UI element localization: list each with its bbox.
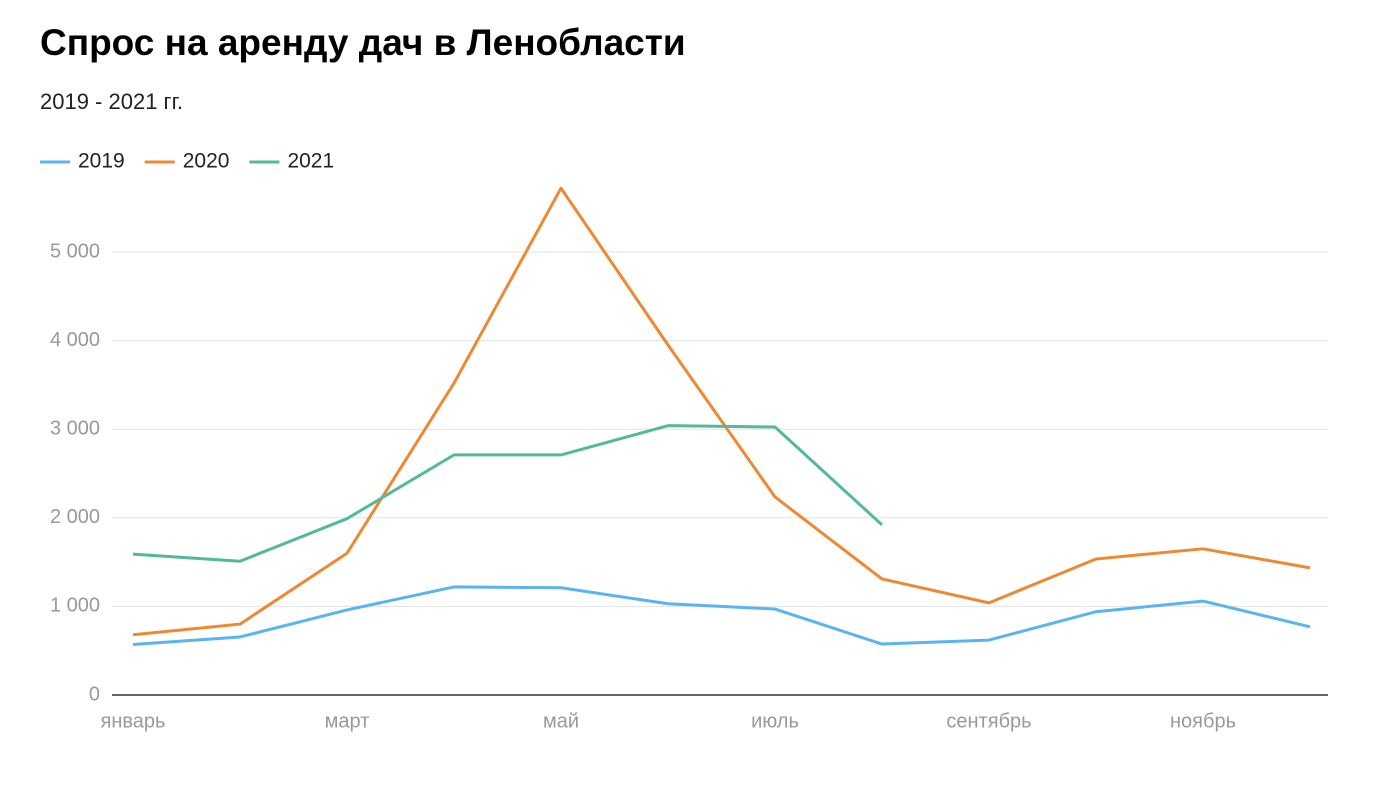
series-line — [132, 186, 1311, 637]
legend-label: 2021 — [287, 150, 334, 173]
x-tick-label: март — [325, 710, 370, 732]
legend-label: 2019 — [78, 150, 125, 173]
y-tick-label: 0 — [89, 683, 100, 705]
chart-subtitle: 2019 - 2021 гг. — [40, 89, 183, 114]
y-tick-label: 2 000 — [50, 506, 100, 528]
x-tick-label: май — [543, 710, 579, 732]
y-tick-label: 1 000 — [50, 595, 100, 617]
x-tick-label: январь — [101, 710, 166, 732]
x-tick-label: июль — [751, 710, 799, 732]
chart-title: Спрос на аренду дач в Ленобласти — [40, 22, 686, 63]
y-tick-label: 3 000 — [50, 417, 100, 439]
x-tick-label: ноябрь — [1170, 710, 1236, 732]
y-tick-label: 4 000 — [50, 329, 100, 351]
series-line — [132, 424, 884, 563]
series-line — [132, 585, 1311, 646]
x-tick-label: сентябрь — [946, 710, 1031, 732]
legend-label: 2020 — [183, 150, 230, 173]
y-tick-label: 5 000 — [50, 240, 100, 262]
